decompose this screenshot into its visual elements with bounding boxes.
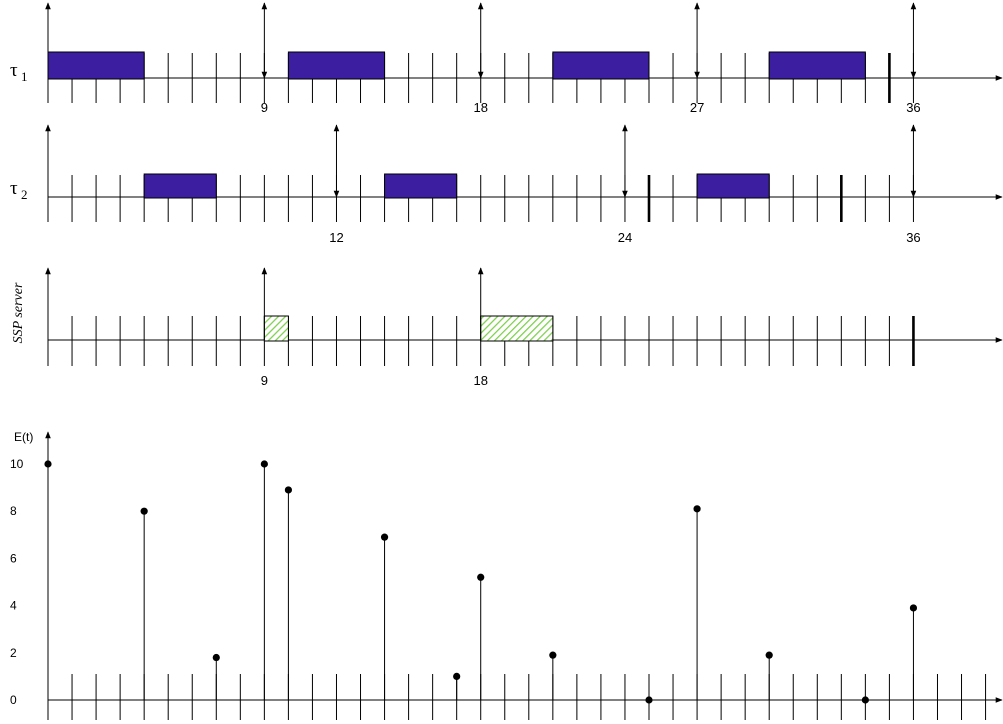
energy-y-tick-label: 8: [10, 504, 17, 518]
energy-point: [380, 533, 389, 541]
energy-y-tick-label: 2: [10, 646, 17, 660]
tau1-execution-block: [552, 51, 650, 80]
ssp-server-tick-label: 18: [473, 373, 487, 388]
tau1-label: τ: [10, 60, 18, 81]
energy-point: [284, 486, 292, 494]
energy-point: [44, 460, 52, 468]
energy-point: [549, 651, 557, 659]
tau2-execution-block: [696, 173, 770, 199]
row-tau2: 12 24 36 τ 2: [10, 124, 1003, 245]
energy-y-tick-label: 0: [10, 693, 17, 707]
tau2-tick-label: 12: [329, 230, 343, 245]
energy-chart: 0 2 4 6 8 10 E(t): [10, 430, 1003, 720]
energy-y-axis-label: E(t): [14, 430, 33, 444]
tau1-tick-label: 36: [906, 100, 920, 115]
energy-point: [140, 507, 148, 515]
ssp-server-execution-block: [263, 315, 289, 342]
energy-point: [645, 696, 653, 704]
energy-point: [765, 651, 773, 659]
row-ssp-server: 9 18 SSP server: [11, 267, 1003, 388]
energy-y-tick-label: 4: [10, 599, 17, 613]
tau1-label-sub: 1: [21, 69, 28, 84]
tau2-label-sub: 2: [21, 187, 28, 202]
tau2-tick-label: 24: [618, 230, 632, 245]
tau1-execution-block: [287, 51, 386, 80]
ssp-server-label: SSP server: [11, 282, 26, 343]
tau2-execution-block: [384, 173, 458, 199]
energy-point: [260, 460, 268, 468]
energy-point: [909, 604, 918, 612]
tau1-tick-label: 18: [473, 100, 487, 115]
energy-point: [861, 696, 869, 704]
tau2-tick-label: 36: [906, 230, 920, 245]
row-tau1: 9 18 27 36 τ 1: [10, 2, 1003, 115]
energy-point: [212, 653, 220, 662]
tau1-tick-label: 27: [690, 100, 704, 115]
energy-y-tick-label: 6: [10, 551, 17, 565]
ssp-server-tick-label: 9: [261, 373, 268, 388]
energy-y-tick-label: 10: [10, 457, 24, 471]
tau1-tick-label: 9: [261, 100, 268, 115]
tau1-execution-block: [47, 51, 145, 80]
tau2-execution-block: [143, 173, 217, 199]
tau1-execution-block: [768, 51, 866, 80]
energy-point: [453, 672, 461, 681]
tau2-label: τ: [10, 178, 18, 199]
ssp-server-execution-block: [480, 315, 554, 342]
energy-point: [693, 505, 701, 513]
energy-point: [477, 573, 485, 581]
